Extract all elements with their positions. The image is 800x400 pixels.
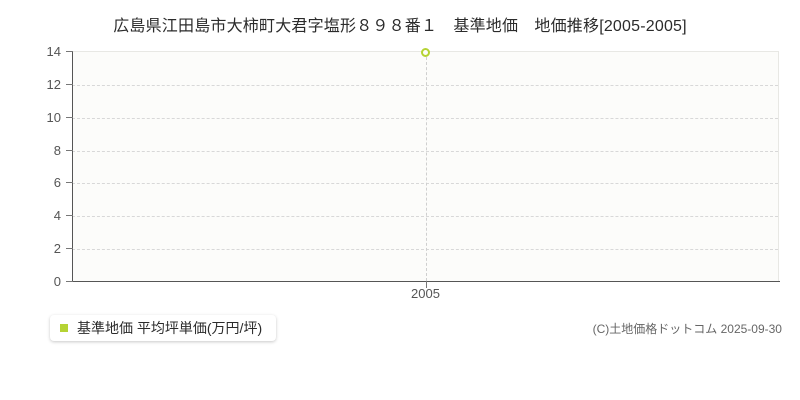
- gridline-horizontal: [72, 150, 778, 152]
- gridline-horizontal: [72, 183, 778, 185]
- y-axis-tick-label: 12: [46, 76, 61, 92]
- y-axis-tick-label: 6: [53, 175, 61, 191]
- gridline-horizontal: [72, 117, 778, 119]
- legend-label: 基準地価 平均坪単価(万円/坪): [77, 320, 263, 336]
- y-axis-tick: [66, 51, 73, 52]
- chart-legend[interactable]: 基準地価 平均坪単価(万円/坪): [50, 315, 277, 341]
- y-axis-tick-label: 8: [53, 142, 61, 158]
- chart-title: 広島県江田島市大柿町大君字塩形８９８番１ 基準地価 地価推移[2005-2005…: [113, 18, 687, 35]
- gridline-vertical: [425, 52, 427, 281]
- x-axis-tick-label: 2005: [411, 286, 440, 301]
- y-axis-tick-label: 0: [53, 274, 61, 289]
- copyright-credit: (C)土地価格ドットコム 2025-09-30: [592, 322, 782, 336]
- x-axis-tick: [425, 281, 427, 288]
- y-axis-tick: [66, 248, 73, 250]
- legend-color-swatch-icon: [60, 324, 68, 332]
- y-axis-tick-label: 10: [46, 109, 61, 125]
- data-point-marker: [421, 48, 430, 58]
- y-axis-tick: [66, 116, 73, 118]
- y-axis-tick: [66, 281, 73, 282]
- gridline-horizontal: [72, 84, 778, 86]
- plot-area: [72, 51, 779, 281]
- y-axis-tick: [66, 149, 73, 151]
- y-axis-tick: [66, 83, 73, 85]
- y-axis-tick: [66, 215, 73, 217]
- y-axis-line: [72, 51, 73, 282]
- y-axis-tick-label: 14: [46, 44, 61, 59]
- y-axis-tick-label: 2: [53, 241, 61, 257]
- gridline-horizontal: [72, 216, 778, 218]
- gridline-horizontal: [72, 249, 778, 251]
- y-axis-tick: [66, 182, 73, 184]
- y-axis-tick-label: 4: [53, 208, 61, 224]
